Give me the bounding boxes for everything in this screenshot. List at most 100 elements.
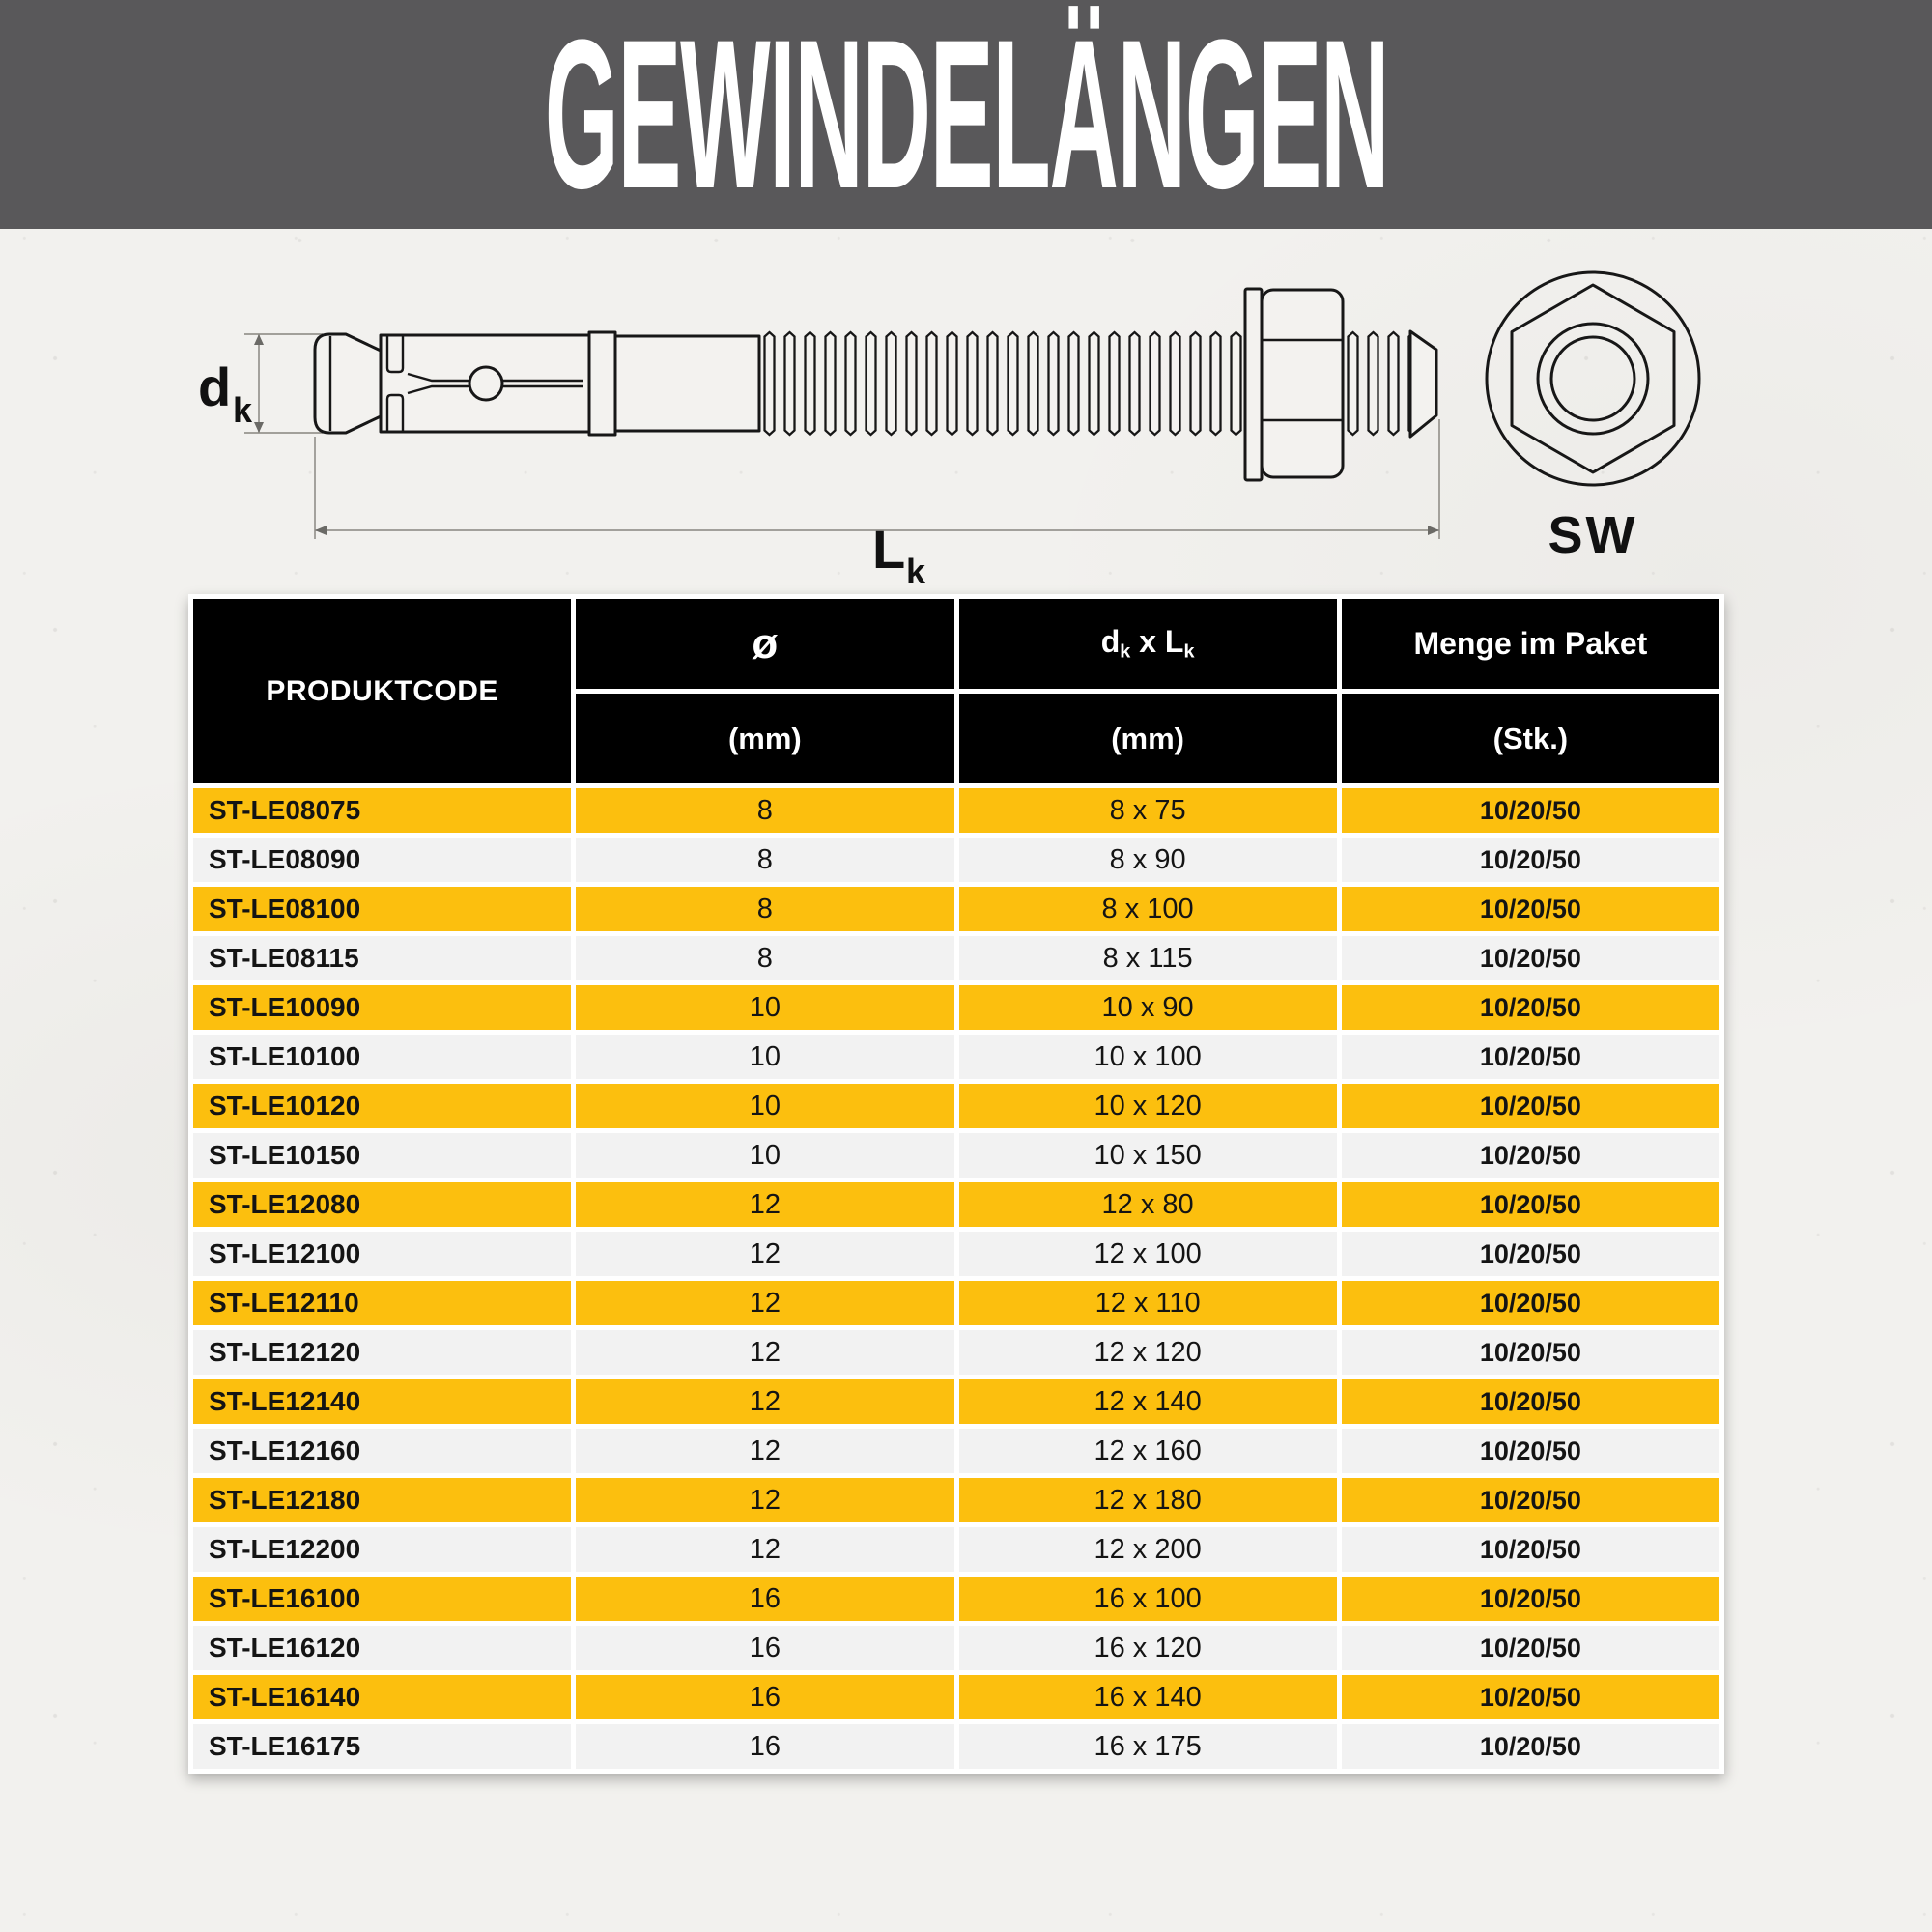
washer <box>1243 287 1264 482</box>
thread-section <box>759 329 1245 438</box>
cell-quantity: 10/20/50 <box>1341 1084 1719 1128</box>
table-row: ST-LE12200 12 12 x 200 10/20/50 <box>193 1527 1719 1572</box>
cell-product-code: ST-LE16120 <box>193 1626 572 1670</box>
table-row: ST-LE16175 16 16 x 175 10/20/50 <box>193 1724 1719 1769</box>
washer-outline-circle <box>1485 270 1701 487</box>
dk-dimension-lines <box>244 333 323 434</box>
table-row: ST-LE12160 12 12 x 160 10/20/50 <box>193 1429 1719 1473</box>
column-header-quantity: Menge im Paket <box>1341 599 1719 689</box>
cell-diameter: 12 <box>576 1330 954 1375</box>
cell-diameter: 12 <box>576 1429 954 1473</box>
cell-quantity: 10/20/50 <box>1341 838 1719 882</box>
cell-quantity: 10/20/50 <box>1341 1035 1719 1079</box>
shank <box>613 334 761 433</box>
cell-dimensions: 10 x 90 <box>958 985 1337 1030</box>
dk-label: d <box>198 356 231 417</box>
cone-head <box>313 332 383 435</box>
cell-quantity: 10/20/50 <box>1341 1478 1719 1522</box>
table-row: ST-LE08100 8 8 x 100 10/20/50 <box>193 887 1719 931</box>
cell-product-code: ST-LE10120 <box>193 1084 572 1128</box>
cell-quantity: 10/20/50 <box>1341 1281 1719 1325</box>
cell-quantity: 10/20/50 <box>1341 1577 1719 1621</box>
table-row: ST-LE16120 16 16 x 120 10/20/50 <box>193 1626 1719 1670</box>
sw-label: SW <box>1548 506 1638 564</box>
cell-dimensions: 8 x 115 <box>958 936 1337 980</box>
cell-product-code: ST-LE12110 <box>193 1281 572 1325</box>
table-row: ST-LE08075 8 8 x 75 10/20/50 <box>193 788 1719 833</box>
cell-dimensions: 12 x 110 <box>958 1281 1337 1325</box>
table-row: ST-LE12140 12 12 x 140 10/20/50 <box>193 1379 1719 1424</box>
table-row: ST-LE08115 8 8 x 115 10/20/50 <box>193 936 1719 980</box>
cell-dimensions: 16 x 120 <box>958 1626 1337 1670</box>
column-header-dimensions: dk x Lk <box>958 599 1337 689</box>
cell-diameter: 12 <box>576 1182 954 1227</box>
cell-diameter: 12 <box>576 1232 954 1276</box>
cell-diameter: 8 <box>576 788 954 833</box>
cell-diameter: 12 <box>576 1527 954 1572</box>
cell-product-code: ST-LE10150 <box>193 1133 572 1178</box>
cell-product-code: ST-LE08090 <box>193 838 572 882</box>
cell-quantity: 10/20/50 <box>1341 1429 1719 1473</box>
cell-product-code: ST-LE12200 <box>193 1527 572 1572</box>
cell-dimensions: 12 x 160 <box>958 1429 1337 1473</box>
cell-quantity: 10/20/50 <box>1341 1330 1719 1375</box>
lk-dimension-lines <box>314 419 1440 539</box>
table-row: ST-LE12120 12 12 x 120 10/20/50 <box>193 1330 1719 1375</box>
cell-dimensions: 12 x 120 <box>958 1330 1337 1375</box>
cell-quantity: 10/20/50 <box>1341 1379 1719 1424</box>
cell-quantity: 10/20/50 <box>1341 1724 1719 1769</box>
cell-dimensions: 16 x 175 <box>958 1724 1337 1769</box>
cell-dimensions: 10 x 150 <box>958 1133 1337 1178</box>
cell-dimensions: 12 x 100 <box>958 1232 1337 1276</box>
cell-quantity: 10/20/50 <box>1341 1182 1719 1227</box>
column-unit-dimensions: (mm) <box>958 694 1337 783</box>
cell-diameter: 10 <box>576 1133 954 1178</box>
cell-product-code: ST-LE10090 <box>193 985 572 1030</box>
cell-product-code: ST-LE12160 <box>193 1429 572 1473</box>
cell-diameter: 10 <box>576 985 954 1030</box>
cell-dimensions: 12 x 200 <box>958 1527 1337 1572</box>
cell-quantity: 10/20/50 <box>1341 1527 1719 1572</box>
dim-l: L <box>1164 624 1184 660</box>
dim-d: d <box>1100 624 1121 660</box>
cell-product-code: ST-LE08100 <box>193 887 572 931</box>
cell-product-code: ST-LE12120 <box>193 1330 572 1375</box>
cell-dimensions: 12 x 140 <box>958 1379 1337 1424</box>
cell-product-code: ST-LE08115 <box>193 936 572 980</box>
table-row: ST-LE12180 12 12 x 180 10/20/50 <box>193 1478 1719 1522</box>
table-body: ST-LE08075 8 8 x 75 10/20/50 ST-LE08090 … <box>193 788 1719 1769</box>
nut-front-view <box>1485 270 1701 487</box>
cell-diameter: 12 <box>576 1478 954 1522</box>
lk-label-sub: k <box>906 552 926 591</box>
table-row: ST-LE16100 16 16 x 100 10/20/50 <box>193 1577 1719 1621</box>
cell-product-code: ST-LE16100 <box>193 1577 572 1621</box>
hex-outline <box>1510 283 1676 474</box>
cell-product-code: ST-LE12080 <box>193 1182 572 1227</box>
table-row: ST-LE12100 12 12 x 100 10/20/50 <box>193 1232 1719 1276</box>
table-row: ST-LE10090 10 10 x 90 10/20/50 <box>193 985 1719 1030</box>
table-row: ST-LE10150 10 10 x 150 10/20/50 <box>193 1133 1719 1178</box>
collar <box>587 330 617 437</box>
cell-dimensions: 16 x 140 <box>958 1675 1337 1719</box>
thread-hole-circle <box>1549 335 1636 422</box>
cell-diameter: 16 <box>576 1724 954 1769</box>
product-spec-table: PRODUKTCODE ø dk x Lk Menge im Paket (mm… <box>188 594 1724 1774</box>
cell-diameter: 8 <box>576 887 954 931</box>
table-row: ST-LE10120 10 10 x 120 10/20/50 <box>193 1084 1719 1128</box>
sleeve-hole <box>468 365 504 402</box>
cell-quantity: 10/20/50 <box>1341 887 1719 931</box>
dk-label-sub: k <box>233 390 253 430</box>
cell-dimensions: 12 x 180 <box>958 1478 1337 1522</box>
cell-quantity: 10/20/50 <box>1341 788 1719 833</box>
cell-dimensions: 8 x 90 <box>958 838 1337 882</box>
cell-dimensions: 8 x 75 <box>958 788 1337 833</box>
cell-dimensions: 12 x 80 <box>958 1182 1337 1227</box>
cell-diameter: 12 <box>576 1281 954 1325</box>
nut-inner-circle <box>1536 322 1650 436</box>
dim-l-sub: k <box>1183 640 1195 663</box>
cell-dimensions: 10 x 120 <box>958 1084 1337 1128</box>
cell-product-code: ST-LE12180 <box>193 1478 572 1522</box>
header-band: GEWINDELÄNGEN <box>0 0 1932 229</box>
